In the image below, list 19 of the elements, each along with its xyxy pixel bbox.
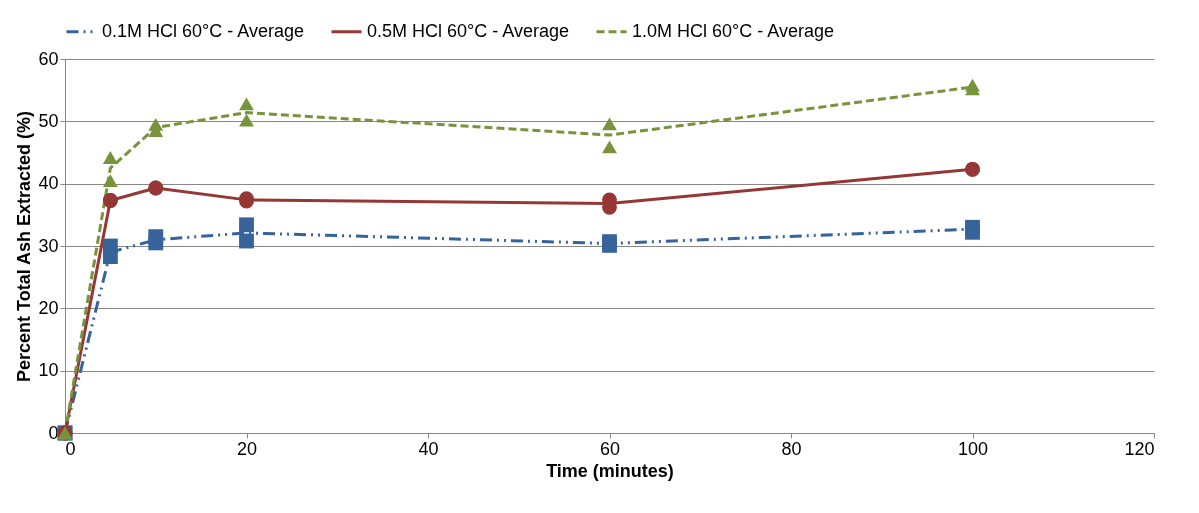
x-tick-label: 60 <box>599 438 621 459</box>
x-tick-label: 0 <box>65 438 76 459</box>
y-tick-label: 30 <box>38 235 59 256</box>
x-tick-label: 80 <box>781 438 802 459</box>
x-tick-label: 100 <box>957 438 989 459</box>
y-axis-title: Percent Total Ash Extracted (%) <box>14 110 35 383</box>
y-tick-label: 20 <box>38 297 59 318</box>
legend-label: 0.5M HCl 60°C - Average <box>367 20 569 41</box>
legend-label: 1.0M HCl 60°C - Average <box>632 20 834 41</box>
y-tick-label: 10 <box>38 360 59 381</box>
x-axis-title: Time (minutes) <box>546 460 674 481</box>
x-tick-label: 40 <box>418 438 439 459</box>
y-tick-label: 40 <box>38 173 59 194</box>
y-tick-label: 0 <box>48 422 59 443</box>
legend-label: 0.1M HCl 60°C - Average <box>102 20 304 41</box>
x-tick-label: 120 <box>1124 438 1155 459</box>
y-tick-label: 60 <box>38 48 59 69</box>
x-tick-label: 20 <box>236 438 258 459</box>
y-tick-label: 50 <box>38 110 59 131</box>
